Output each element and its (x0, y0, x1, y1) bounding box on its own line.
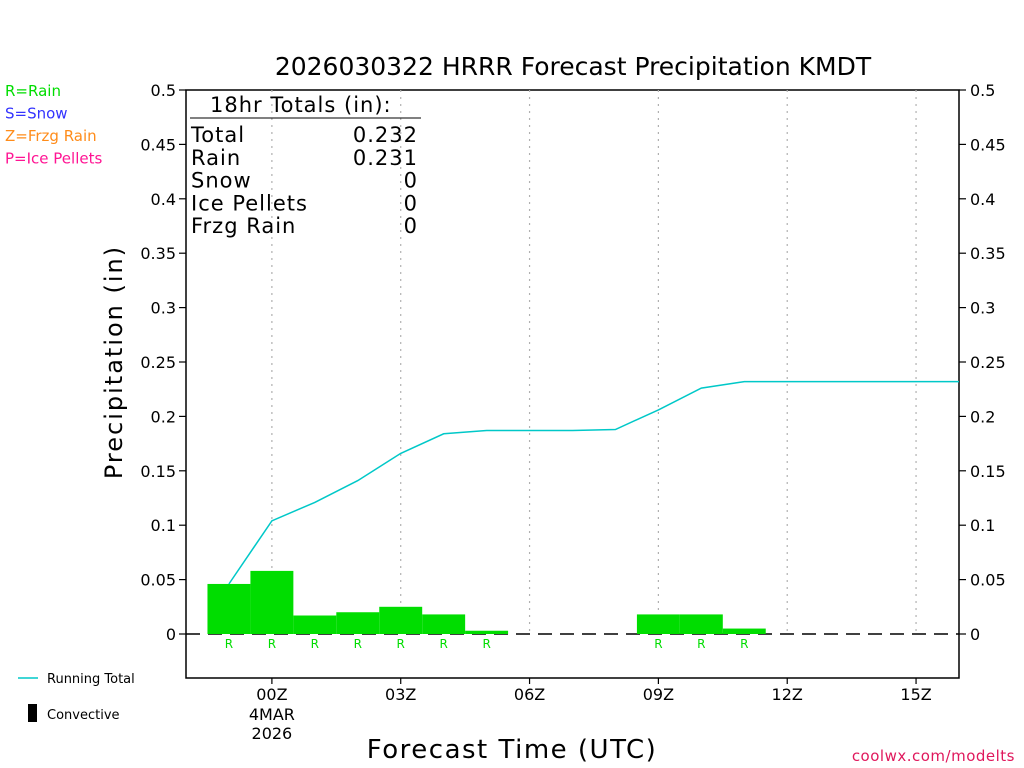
y-tick-label: 0 (166, 625, 176, 644)
credit-text: coolwx.com/modelts (852, 747, 1015, 765)
precip-bar (250, 570, 294, 634)
y-tick-label: 0.05 (140, 571, 176, 590)
totals-row-label: Ice Pellets (191, 191, 308, 215)
x-tick-label: 12Z (772, 685, 803, 704)
y-tick-label: 0.5 (151, 81, 176, 100)
precip-type-mark: R (654, 637, 662, 651)
totals-row-label: Snow (191, 169, 252, 193)
y-tick-label-right: 0.4 (970, 190, 995, 209)
precip-type-mark: R (268, 637, 276, 651)
precip-bar (336, 612, 380, 634)
convective-legend-swatch (28, 704, 37, 722)
x-tick-label: 15Z (900, 685, 931, 704)
y-axis-left: 0 0.05 0.1 0.15 0.2 0.25 0.3 0.35 0.4 0.45 0.5 (140, 81, 186, 644)
totals-row-value: 0.232 (353, 123, 418, 147)
totals-row-label: Total (190, 123, 245, 147)
hourly-bars (207, 570, 766, 634)
y-tick-label-right: 0.35 (970, 244, 1006, 263)
y-tick-label: 0.3 (151, 299, 176, 318)
totals-row-label: Frzg Rain (191, 214, 296, 238)
precip-type-mark: R (354, 637, 362, 651)
y-tick-label: 0.2 (151, 407, 176, 426)
y-tick-label: 0.15 (140, 462, 176, 481)
running-total-line (228, 380, 959, 585)
type-legend-item: Z=Frzg Rain (5, 127, 97, 145)
x-year-label: 2026 (252, 724, 293, 743)
totals-row-label: Rain (191, 146, 241, 170)
totals-row-value: 0 (404, 191, 418, 215)
totals-row-value: 0 (404, 169, 418, 193)
precip-bar (636, 614, 680, 634)
precip-bar (422, 614, 466, 634)
precip-type-mark: R (740, 637, 748, 651)
y-tick-label: 0.35 (140, 244, 176, 263)
precip-type-mark: R (697, 637, 705, 651)
y-tick-label: 0.1 (151, 516, 176, 535)
precip-bar (679, 614, 723, 634)
totals-box: 18hr Totals (in): Total 0.232 Rain 0.231 Sno… (190, 93, 421, 238)
totals-row-value: 0.231 (353, 146, 418, 170)
precip-type-mark: R (439, 637, 447, 651)
precip-bar (722, 628, 766, 634)
type-legend-item: P=Ice Pellets (5, 150, 102, 168)
y-tick-label-right: 0.3 (970, 299, 995, 318)
chart-title: 2026030322 HRRR Forecast Precipitation K… (275, 52, 872, 81)
y-tick-label: 0.25 (140, 353, 176, 372)
y-tick-label-right: 0.5 (970, 81, 995, 100)
precip-bar (207, 583, 251, 634)
vertical-grid (271, 90, 917, 632)
y-axis-right: 0 0.05 0.1 0.15 0.2 0.25 0.3 0.35 0.4 0.45 0.5 (959, 81, 1006, 644)
x-axis-label: Forecast Time (UTC) (367, 735, 658, 765)
convective-legend-label: Convective (47, 708, 120, 723)
totals-heading: 18hr Totals (in): (210, 93, 392, 117)
y-tick-label: 0.4 (151, 190, 176, 209)
precip-bar (465, 630, 509, 634)
precip-type-mark: R (225, 637, 233, 651)
totals-row-value: 0 (404, 214, 418, 238)
precip-type-legend: R=Rain S=Snow Z=Frzg Rain P=Ice Pellets (5, 82, 102, 168)
x-tick-label: 09Z (643, 685, 674, 704)
precip-bar (379, 606, 423, 634)
x-date-label: 4MAR (249, 705, 295, 724)
x-tick-label: 06Z (514, 685, 545, 704)
y-axis-label: Precipitation (in) (100, 245, 128, 479)
y-tick-label-right: 0.1 (970, 516, 995, 535)
running-total-legend-label: Running Total (47, 672, 135, 687)
precip-bar (293, 615, 337, 634)
y-tick-label-right: 0.05 (970, 571, 1006, 590)
y-tick-label-right: 0.2 (970, 407, 995, 426)
y-tick-label-right: 0.15 (970, 462, 1006, 481)
type-legend-item: R=Rain (5, 82, 61, 100)
precip-type-mark: R (397, 637, 405, 651)
y-tick-label: 0.45 (140, 135, 176, 154)
precip-type-mark: R (482, 637, 490, 651)
type-legend-item: S=Snow (5, 105, 68, 123)
plot-frame (185, 89, 960, 679)
y-tick-label-right: 0.25 (970, 353, 1006, 372)
x-tick-label: 00Z (256, 685, 287, 704)
precip-type-mark: R (311, 637, 319, 651)
x-tick-label: 03Z (385, 685, 416, 704)
y-tick-label-right: 0 (970, 625, 980, 644)
y-tick-label-right: 0.45 (970, 135, 1006, 154)
